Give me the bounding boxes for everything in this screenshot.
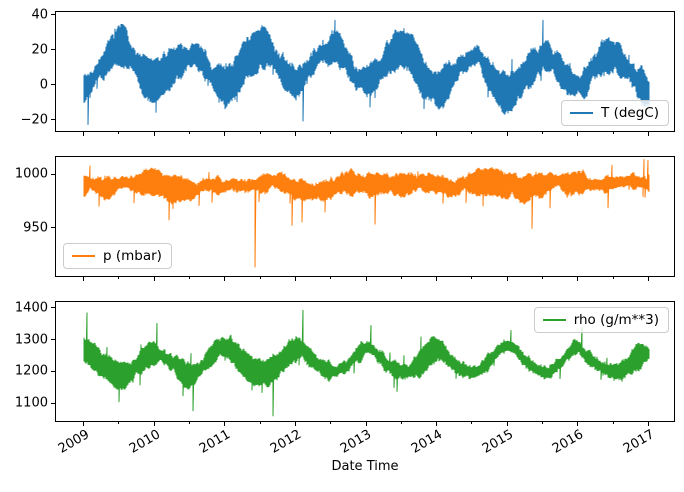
x-tick-mark xyxy=(365,277,367,281)
x-minor-tick-mark xyxy=(259,422,261,424)
x-tick-mark xyxy=(577,422,579,426)
x-tick-mark xyxy=(224,422,226,426)
x-tick-mark xyxy=(577,132,579,136)
y-tick-mark xyxy=(51,227,55,229)
y-tick-mark xyxy=(51,173,55,175)
x-tick-mark xyxy=(83,132,84,136)
y-tick-mark xyxy=(51,49,55,51)
legend-label-density: rho (g/m**3) xyxy=(573,312,659,328)
y-tick-mark xyxy=(51,339,55,341)
x-minor-tick-mark xyxy=(259,277,261,279)
legend-temperature: T (degC) xyxy=(561,100,669,126)
y-tick-label: 1200 xyxy=(14,363,48,379)
x-tick-mark xyxy=(294,422,296,426)
x-tick-mark xyxy=(294,277,296,281)
legend-line-sample-pressure xyxy=(72,255,95,257)
x-tick-mark xyxy=(83,277,84,281)
x-tick-label: 2016 xyxy=(550,427,587,457)
x-tick-label: 2012 xyxy=(267,427,304,457)
legend-label-temperature: T (degC) xyxy=(601,105,659,121)
x-axis-title: Date Time xyxy=(331,459,399,474)
x-tick-label: 2011 xyxy=(197,427,234,457)
x-minor-tick-mark xyxy=(330,132,332,134)
subplot-temperature: T (degC) xyxy=(55,11,675,132)
y-tick-mark xyxy=(51,119,55,121)
x-tick-mark xyxy=(153,422,155,426)
x-tick-label: 2015 xyxy=(479,427,516,457)
x-minor-tick-mark xyxy=(612,422,614,424)
x-minor-tick-mark xyxy=(330,277,332,279)
x-tick-mark xyxy=(436,277,438,281)
y-tick-label: 1000 xyxy=(14,166,48,182)
x-minor-tick-mark xyxy=(188,132,190,134)
x-tick-mark xyxy=(365,422,367,426)
y-tick-mark xyxy=(51,14,55,16)
x-minor-tick-mark xyxy=(400,132,402,134)
temperature-series-line xyxy=(83,19,650,125)
x-minor-tick-mark xyxy=(118,132,120,134)
x-tick-mark xyxy=(648,277,649,281)
x-tick-mark xyxy=(224,277,226,281)
x-tick-mark xyxy=(577,277,579,281)
x-tick-mark xyxy=(294,132,296,136)
x-tick-label: 2013 xyxy=(338,427,375,457)
x-tick-mark xyxy=(224,132,226,136)
x-tick-mark xyxy=(436,132,438,136)
y-tick-label: 1300 xyxy=(14,332,48,348)
x-tick-mark xyxy=(648,422,649,426)
pressure-series-line xyxy=(83,159,650,268)
x-minor-tick-mark xyxy=(259,132,261,134)
x-minor-tick-mark xyxy=(542,132,544,134)
x-minor-tick-mark xyxy=(330,422,332,424)
legend-density: rho (g/m**3) xyxy=(533,307,669,333)
y-tick-mark xyxy=(51,84,55,86)
x-minor-tick-mark xyxy=(542,277,544,279)
y-tick-label: 20 xyxy=(31,42,48,58)
x-minor-tick-mark xyxy=(400,277,402,279)
y-tick-label: 950 xyxy=(23,220,48,236)
x-minor-tick-mark xyxy=(188,277,190,279)
legend-line-sample-temperature xyxy=(570,112,594,114)
x-tick-mark xyxy=(153,132,155,136)
x-minor-tick-mark xyxy=(400,422,402,424)
legend-line-sample-density xyxy=(542,319,566,321)
density-series-line xyxy=(83,309,650,417)
x-tick-label: 2009 xyxy=(55,427,92,457)
x-tick-mark xyxy=(153,277,155,281)
subplot-pressure: p (mbar) xyxy=(55,156,675,277)
y-tick-label: 1100 xyxy=(14,395,48,411)
y-tick-label: 40 xyxy=(31,7,48,23)
y-tick-mark xyxy=(51,402,55,404)
x-minor-tick-mark xyxy=(612,277,614,279)
y-tick-label: −20 xyxy=(20,112,48,128)
x-minor-tick-mark xyxy=(471,277,473,279)
x-minor-tick-mark xyxy=(471,422,473,424)
x-minor-tick-mark xyxy=(471,132,473,134)
x-tick-mark xyxy=(83,422,84,426)
x-minor-tick-mark xyxy=(118,277,120,279)
x-minor-tick-mark xyxy=(188,422,190,424)
x-tick-label: 2017 xyxy=(620,427,657,457)
x-minor-tick-mark xyxy=(118,422,120,424)
x-tick-mark xyxy=(506,132,508,136)
y-tick-mark xyxy=(51,307,55,309)
legend-label-pressure: p (mbar) xyxy=(103,248,162,264)
x-tick-label: 2014 xyxy=(408,427,446,457)
y-tick-mark xyxy=(51,370,55,372)
x-tick-mark xyxy=(436,422,438,426)
y-tick-label: 0 xyxy=(39,77,48,93)
x-tick-label: 2010 xyxy=(126,427,163,457)
legend-pressure: p (mbar) xyxy=(63,243,172,269)
x-minor-tick-mark xyxy=(612,132,614,134)
y-tick-label: 1400 xyxy=(14,300,48,316)
x-tick-mark xyxy=(506,422,508,426)
x-tick-mark xyxy=(648,132,649,136)
x-minor-tick-mark xyxy=(542,422,544,424)
x-tick-mark xyxy=(365,132,367,136)
subplot-density: rho (g/m**3) xyxy=(55,301,675,422)
x-tick-mark xyxy=(506,277,508,281)
